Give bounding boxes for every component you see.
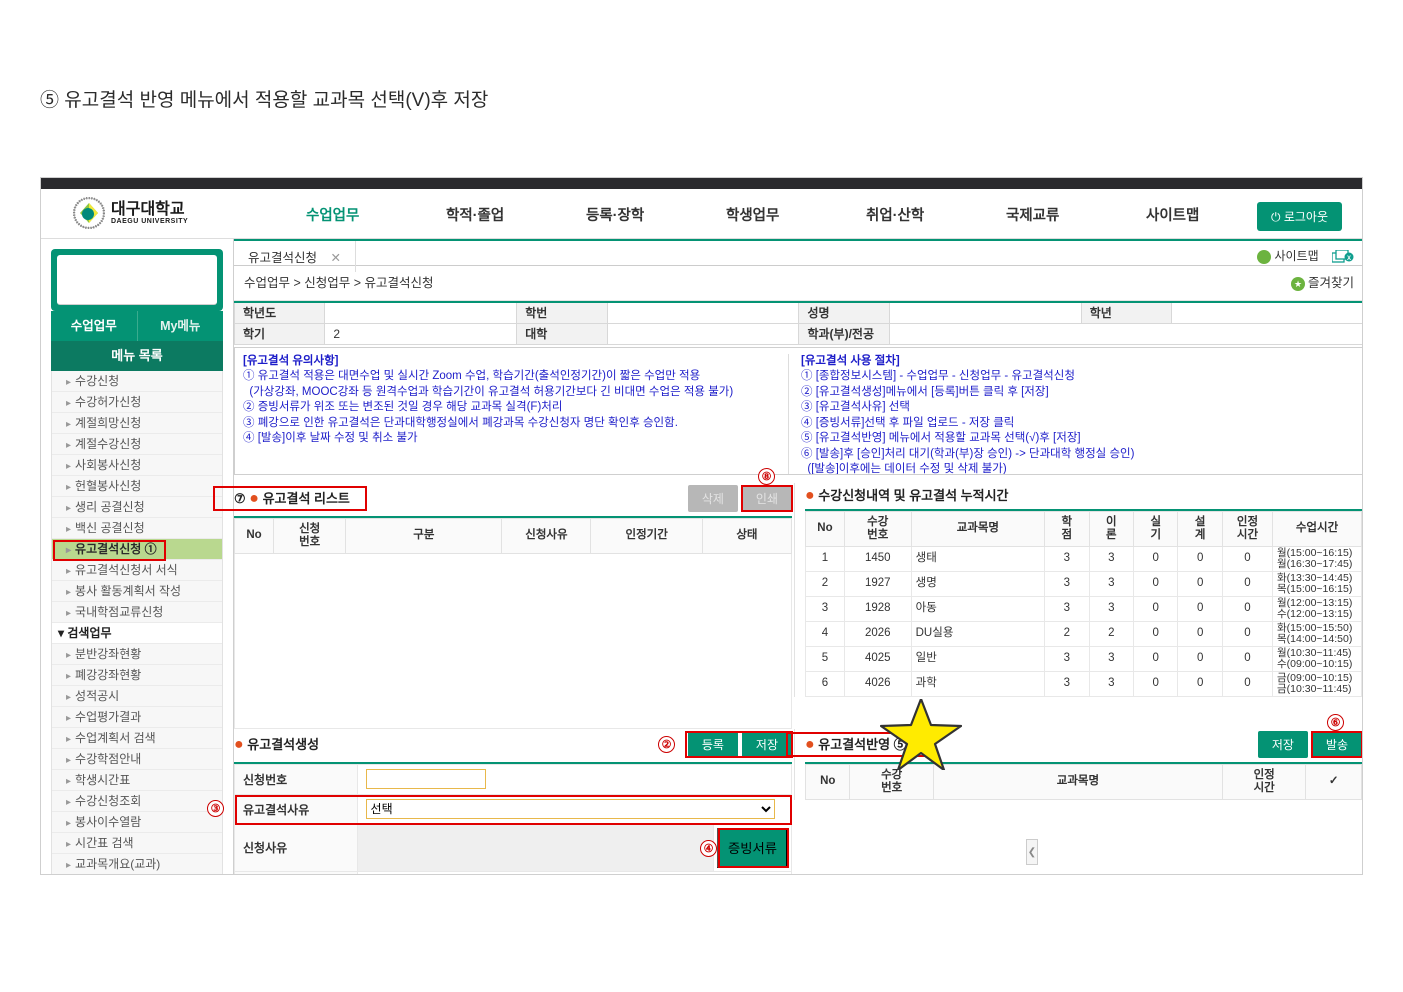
svg-text:X: X	[1347, 256, 1351, 262]
svg-text:★: ★	[1293, 279, 1301, 289]
